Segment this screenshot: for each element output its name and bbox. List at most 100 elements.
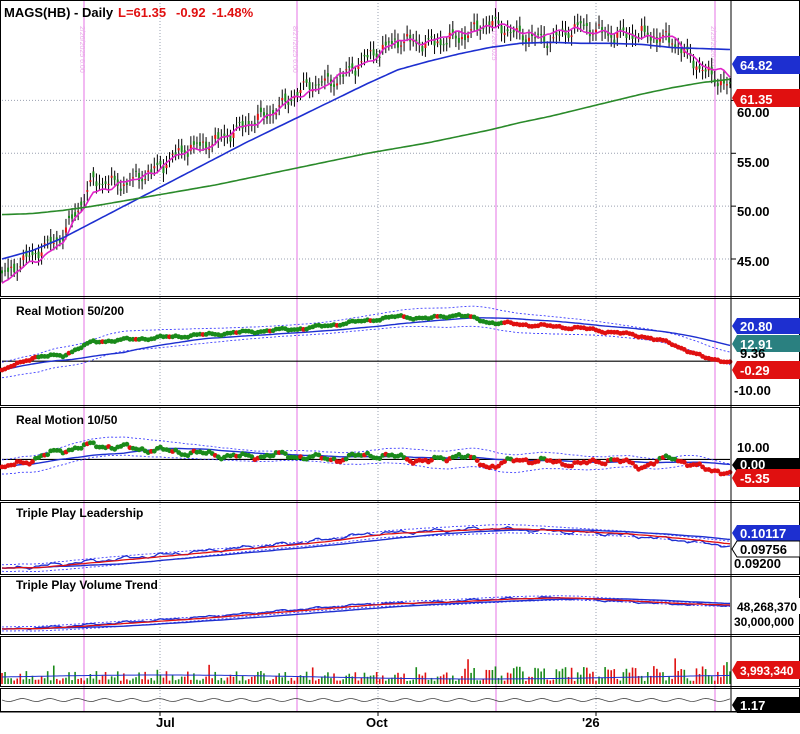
motion-dot [11,462,17,468]
candle-body [543,34,546,42]
volume-bar [205,676,207,684]
volume-bar [177,679,180,684]
tag-volume: 3,993,340 [732,661,800,679]
volume-bar [582,667,585,684]
candle-body [390,41,393,44]
candle-body [275,113,278,115]
volume-bar [77,678,79,684]
candle-body [366,55,369,58]
candle-body [661,35,664,37]
candle-body [436,41,439,44]
motion-dot [715,468,721,474]
volume-bar [665,680,667,684]
candle-body [183,150,186,154]
svg-text:-0.29: -0.29 [740,363,770,378]
volume-bar [247,679,250,684]
volume-bar [628,672,631,684]
volume-bar [314,680,317,684]
candle-body [22,255,25,261]
volume-bar [241,675,244,684]
volume-bar [202,678,204,684]
motion-dot [124,441,130,447]
volume-bar [232,676,235,684]
panes [0,0,800,712]
candle-body [141,179,144,182]
candle-body [701,70,704,72]
candle-body [692,60,695,69]
y-tick-60: 60.00 [737,105,770,120]
candle-body [351,63,354,70]
candle-body [512,30,515,33]
svg-text:0.10117: 0.10117 [740,526,786,541]
volume-bar [464,668,466,684]
x-label-26: '26 [582,715,600,730]
candle-body [302,81,305,83]
volume-bar [348,673,351,684]
candle-body [655,37,658,44]
svg-text:0.09756: 0.09756 [740,542,787,557]
candle-body [98,183,101,185]
volume-bar [710,676,713,684]
y-tick-rm-minus10: -10.00 [734,383,771,398]
candle-body [598,24,601,26]
candle-body [393,38,396,40]
motion-dot [377,456,383,461]
volume-bar [515,666,518,684]
candle-body [77,210,80,212]
candle-body [226,135,229,137]
candle-body [625,32,628,38]
candle-body [357,66,360,70]
tag-ma50: 64.82 [732,56,800,74]
ma-line-1 [1,317,731,371]
candle-body [37,251,40,259]
candle-body [125,182,128,185]
motion-dot [535,459,541,464]
volume-bar [153,680,156,684]
volume-bar [653,666,655,684]
candle-body [287,102,290,105]
tag-rm1050-value: -5.35 [732,469,800,487]
volume-bar [260,670,262,684]
volume-bar [729,671,731,684]
volume-bar [193,673,195,684]
candle-body [55,237,58,242]
volume-bar [62,678,64,684]
volume-bar [461,676,463,684]
volume-bar [119,680,122,684]
volume-bar [168,680,171,684]
volume-bar [394,674,396,684]
volume-bar [482,678,485,684]
volume-bar [311,667,314,684]
volume-bar [525,680,527,684]
volume-bar [448,678,451,684]
volume-bar [430,677,433,684]
volume-bar [287,680,290,684]
candle-body [403,41,406,44]
candle-body [531,33,534,37]
volume-bar [56,678,58,684]
y-tick-50: 50.00 [737,204,770,219]
svg-text:12.91: 12.91 [740,337,773,352]
volume-bar [531,676,533,684]
candle-body [253,122,256,126]
volume-bar [95,671,98,684]
candle-body [540,33,543,35]
volume-bar [263,673,265,684]
volume-bar [458,678,460,684]
motion-dot [727,469,733,475]
candle-body [671,43,674,45]
volume-bar [476,680,478,684]
volume-bar [40,676,43,684]
candle-body [567,33,570,38]
motion-dot [316,452,322,458]
motion-dot [654,459,660,464]
candle-body [631,33,634,39]
candle-body [616,32,619,38]
volume-bar [540,671,542,684]
volume-bar [308,679,311,684]
candle-body [7,267,10,272]
tag-last-price: 61.35 [732,89,800,107]
motion-dot [523,457,529,463]
candle-body [83,201,86,203]
